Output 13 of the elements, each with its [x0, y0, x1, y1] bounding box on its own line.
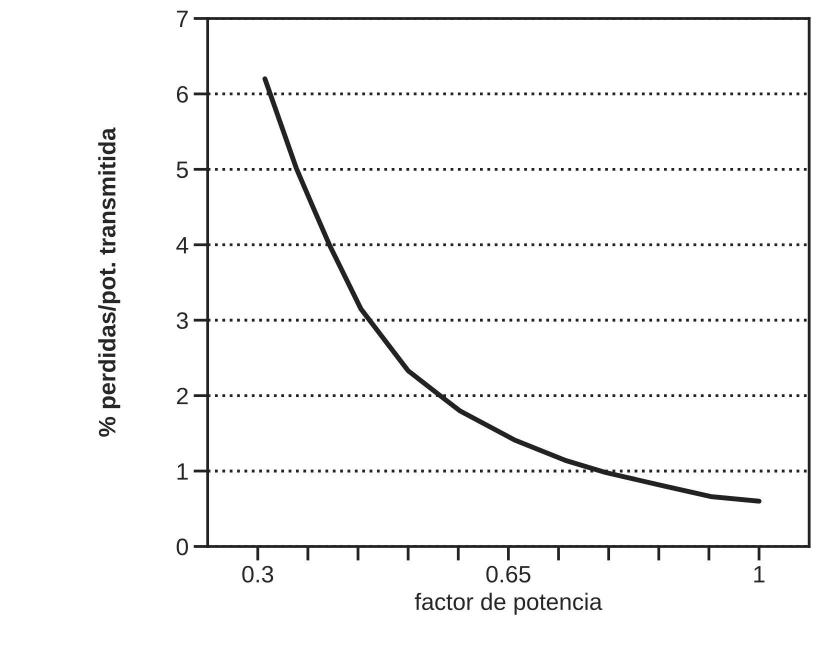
y-tick-label: 1: [178, 463, 188, 480]
y-tick-label: 2: [176, 388, 188, 404]
x-tick-label: 0.65: [486, 566, 530, 583]
x-tick-label: 1: [754, 566, 764, 582]
y-tick-label: 5: [176, 162, 188, 178]
y-tick-label: 7: [176, 10, 188, 28]
y-tick-label: 3: [176, 312, 188, 329]
x-tick-label: 0.3: [242, 566, 274, 583]
y-tick-label: 0: [176, 538, 188, 556]
y-tick-label: 6: [176, 86, 188, 103]
y-axis-title: % perdidas/pot. transmitida: [98, 128, 120, 437]
y-tick-label: 4: [176, 237, 188, 254]
x-axis-title: factor de potencia: [414, 592, 602, 615]
